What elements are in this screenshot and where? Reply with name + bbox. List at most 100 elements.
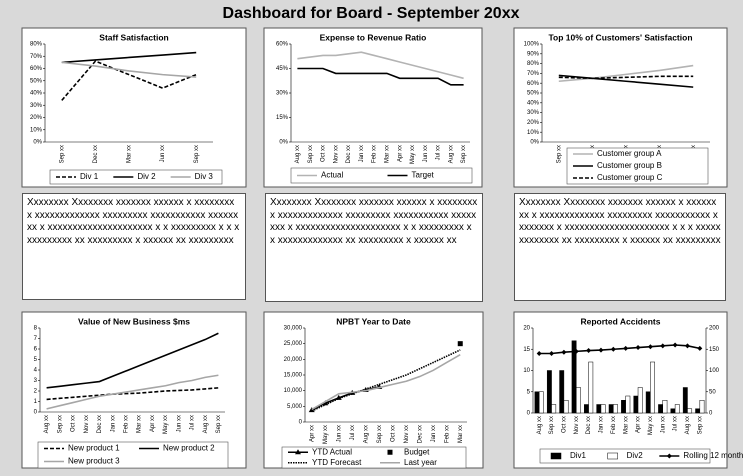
bar [571,340,577,414]
panel [513,311,728,469]
legend-marker [666,453,672,459]
y-tick-label: 7 [34,336,38,342]
bar [674,404,680,414]
y-tick-label: 6 [34,347,38,353]
y-tick-label: 10% [30,127,43,133]
bar [621,400,626,414]
x-tick-label: Jul xx [190,415,196,430]
y-tick-label: 5 [34,357,38,363]
y2-tick-label: 200 [709,326,720,332]
bar [613,404,618,414]
panel [21,27,247,188]
bar [576,387,581,414]
x-tick-label: Mar xx [623,416,629,434]
x-tick-label: Sep xx [194,145,200,163]
bar [699,400,705,414]
x-tick-label: Apr xx [636,416,642,433]
y-tick-label: 50% [527,91,540,97]
x-tick-label: Sep xx [216,415,222,433]
bar [600,404,606,414]
legend-label: YTD Forecast [312,458,362,467]
x-tick-label: Aug xx [537,416,543,434]
y-tick-label: 60% [527,81,540,87]
y-tick-label: 80% [527,61,540,67]
legend [539,448,711,464]
marker [561,349,567,355]
marker [610,346,616,352]
note: Xxxxxxxx Xxxxxxxx xxxxxxx xxxxxx x xxxxx… [265,193,483,302]
legend-label: Rolling 12 months [683,451,743,460]
y-tick-label: 30,000 [284,326,303,332]
x-tick-label: May xx [323,425,329,444]
legend-label: Customer group C [597,173,663,182]
panel [263,311,484,469]
marker [684,343,690,349]
y-tick-label: 45% [276,66,289,72]
x-tick-label: Dec xx [417,425,423,443]
x-tick-label: Dec xx [586,416,592,434]
legend-marker [387,449,393,455]
x-tick-label: Sep xx [308,145,314,163]
bar [687,408,693,414]
line [46,332,219,389]
y-tick-label: 40% [30,91,43,97]
note: Xxxxxxxx Xxxxxxxx xxxxxxx xxxxxx x xxxxx… [22,193,246,300]
x-tick-label: Jun xx [160,145,166,162]
bar [559,370,565,414]
x-tick-label: Oct xx [561,416,567,433]
x-tick-label: Mar xx [458,425,464,443]
x-tick-label: Sep xx [461,145,467,163]
x-tick-label: Aug xx [203,415,209,433]
y-tick-label: 80% [30,42,43,48]
legend [49,169,223,185]
y2-tick-label: 100 [709,368,720,374]
line [46,387,219,401]
y-tick-label: 5,000 [287,404,303,410]
bar [588,361,594,414]
bar [538,391,544,414]
x-tick-label: Jul xx [436,145,442,160]
y-tick-label: 100% [524,42,540,48]
legend-label: New product 2 [163,444,215,453]
marker [322,400,329,406]
bar [546,370,552,414]
y-tick-label: 30% [276,91,289,97]
legend-label: Div 1 [80,172,99,181]
legend-label: Div 2 [137,172,156,181]
y-tick-label: 0 [34,410,38,416]
y-tick-label: 60% [30,66,43,72]
line [558,74,694,88]
marker [536,351,542,356]
y-tick-label: 30% [527,110,540,116]
x-tick-label: Nov xx [333,145,339,163]
x-tick-label: Apr xx [397,145,403,162]
line [558,64,694,83]
y-tick-label: 1 [34,399,38,405]
x-tick-label: Sep xx [377,425,383,443]
x-tick-label: Dec xx [93,145,99,163]
x-tick-label: Jun xx [423,145,429,162]
y-tick-label: 25,000 [284,341,303,347]
x-tick-label: Sep xx [549,416,555,434]
marker [647,344,653,350]
chart-title: NPBT Year to Date [336,316,411,326]
x-tick-label: Feb xx [123,415,129,433]
legend-label: Target [412,171,435,180]
legend [37,441,229,469]
bar [650,361,655,414]
marker [672,342,678,348]
bar [670,408,676,414]
y-tick-label: 30% [30,103,43,109]
legend-label: Customer group A [597,149,662,158]
bar [625,395,631,414]
y2-tick-label: 0 [709,411,713,417]
marker [697,345,703,351]
bar [584,404,589,414]
y-tick-label: 60% [276,42,289,48]
y2-tick-label: 50 [709,389,716,395]
chart-title: Staff Satisfaction [99,32,168,42]
x-tick-label: Oct xx [390,425,396,442]
legend-label: New product 1 [68,444,120,453]
